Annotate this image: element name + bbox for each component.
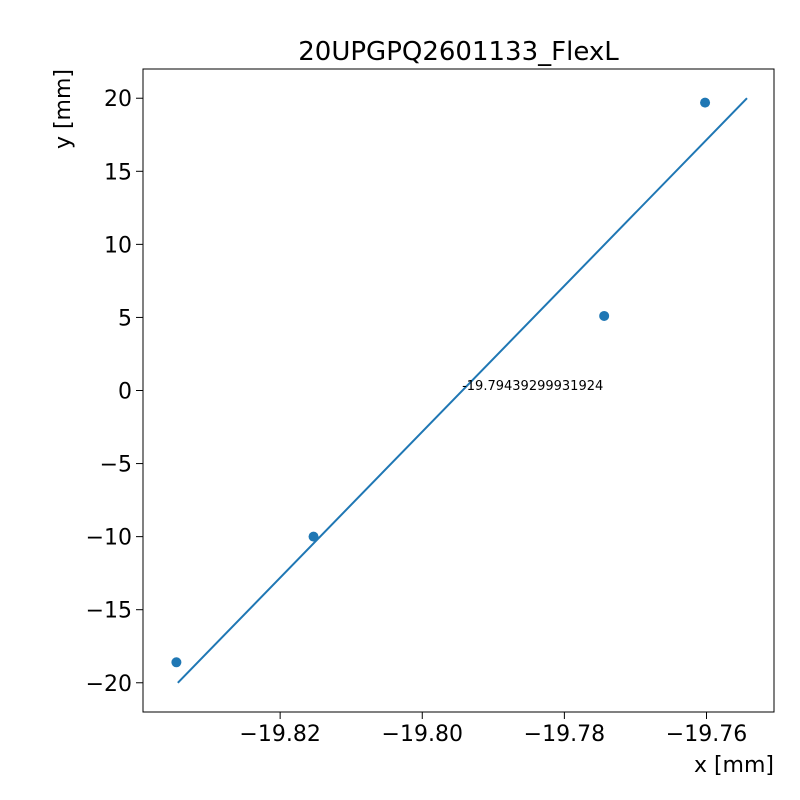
y-tick-label: 0 [118, 380, 132, 405]
x-axis-label: x [mm] [694, 753, 774, 778]
x-tick-label: −19.82 [239, 722, 320, 747]
y-tick-label: −20 [86, 672, 132, 697]
data-point [171, 657, 182, 668]
plot-area [171, 97, 748, 684]
y-tick-label: 5 [118, 306, 132, 331]
data-point [599, 310, 610, 321]
y-tick-label: 20 [104, 87, 132, 112]
y-tick-label: 10 [104, 233, 132, 258]
y-tick-label: −15 [86, 599, 132, 624]
y-axis-label: y [mm] [51, 69, 76, 149]
y-tick-label: −10 [86, 526, 132, 551]
chart-title: 20UPGPQ2601133_FlexL [298, 37, 619, 67]
y-tick-label: 15 [104, 160, 132, 185]
data-point [700, 97, 711, 108]
fit-line [177, 97, 748, 684]
x-axis: −19.82 −19.80 −19.78 −19.76 [239, 712, 747, 747]
y-tick-label: −5 [100, 453, 132, 478]
x-tick-label: −19.78 [524, 722, 605, 747]
y-axis: −20 −15 −10 −5 0 5 10 15 20 [86, 87, 143, 697]
x-tick-label: −19.80 [382, 722, 463, 747]
annotation-text: -19.79439299931924 [462, 379, 603, 394]
data-point [308, 531, 319, 542]
x-tick-label: −19.76 [666, 722, 747, 747]
